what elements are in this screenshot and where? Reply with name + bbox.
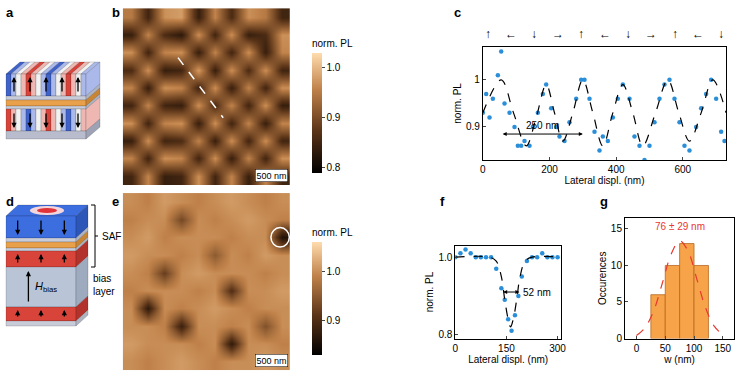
svg-text:↑: ↑ [578,27,584,41]
svg-text:←: ← [692,27,704,41]
svg-text:c: c [454,5,461,20]
svg-text:→: → [645,27,657,41]
svg-text:150: 150 [714,343,731,354]
svg-text:b: b [112,5,120,20]
svg-text:w (nm): w (nm) [663,354,695,365]
svg-text:5: 5 [616,296,622,307]
svg-text:→: → [552,27,564,41]
svg-text:1.0: 1.0 [327,266,341,277]
svg-text:g: g [600,194,608,209]
svg-text:a: a [6,5,14,20]
svg-text:52 nm: 52 nm [523,287,551,298]
svg-text:0.9: 0.9 [466,121,480,132]
svg-text:400: 400 [608,164,625,175]
svg-text:↑: ↑ [672,27,678,41]
svg-text:1.0: 1.0 [438,252,452,263]
svg-text:0.8: 0.8 [438,329,452,340]
svg-text:0.9: 0.9 [327,315,341,326]
svg-text:1.0: 1.0 [327,62,341,73]
svg-text:↓: ↓ [625,27,631,41]
svg-text:Lateral displ. (nm): Lateral displ. (nm) [564,175,644,186]
svg-text:e: e [112,194,119,209]
svg-text:norm. PL: norm. PL [312,38,353,49]
svg-text:norm. PL: norm. PL [424,271,435,312]
svg-text:76 ± 29 nm: 76 ± 29 nm [655,221,705,232]
svg-text:600: 600 [674,164,691,175]
svg-text:10: 10 [611,260,623,271]
svg-text:1: 1 [474,74,480,85]
svg-text:Occurences: Occurences [597,252,608,305]
svg-text:200: 200 [541,164,558,175]
svg-text:0: 0 [480,164,486,175]
svg-text:↓: ↓ [531,27,537,41]
svg-text:norm. PL: norm. PL [452,83,463,124]
svg-text:d: d [6,194,14,209]
svg-text:SAF: SAF [102,231,121,242]
svg-text:250 nm: 250 nm [526,120,559,131]
svg-text:0.9: 0.9 [327,112,341,123]
svg-text:0.8: 0.8 [327,162,341,173]
svg-text:H​bias​: H​bias​ [35,280,57,294]
svg-text:norm. PL: norm. PL [312,227,353,238]
svg-text:100: 100 [686,343,703,354]
svg-text:500 nm: 500 nm [257,356,287,366]
svg-text:0: 0 [616,333,622,344]
svg-text:500 nm: 500 nm [257,171,287,181]
svg-text:↑: ↑ [485,27,491,41]
svg-text:150: 150 [498,343,515,354]
svg-text:0: 0 [453,343,459,354]
svg-text:15: 15 [611,223,623,234]
svg-text:←: ← [505,27,517,41]
svg-text:f: f [440,194,445,209]
svg-text:0: 0 [634,343,640,354]
svg-text:↓: ↓ [718,27,724,41]
svg-text:←: ← [599,27,611,41]
svg-text:50: 50 [660,343,672,354]
svg-text:biaslayer: biaslayer [93,273,115,297]
svg-text:300: 300 [549,343,566,354]
svg-text:Lateral displ. (nm): Lateral displ. (nm) [468,354,548,365]
